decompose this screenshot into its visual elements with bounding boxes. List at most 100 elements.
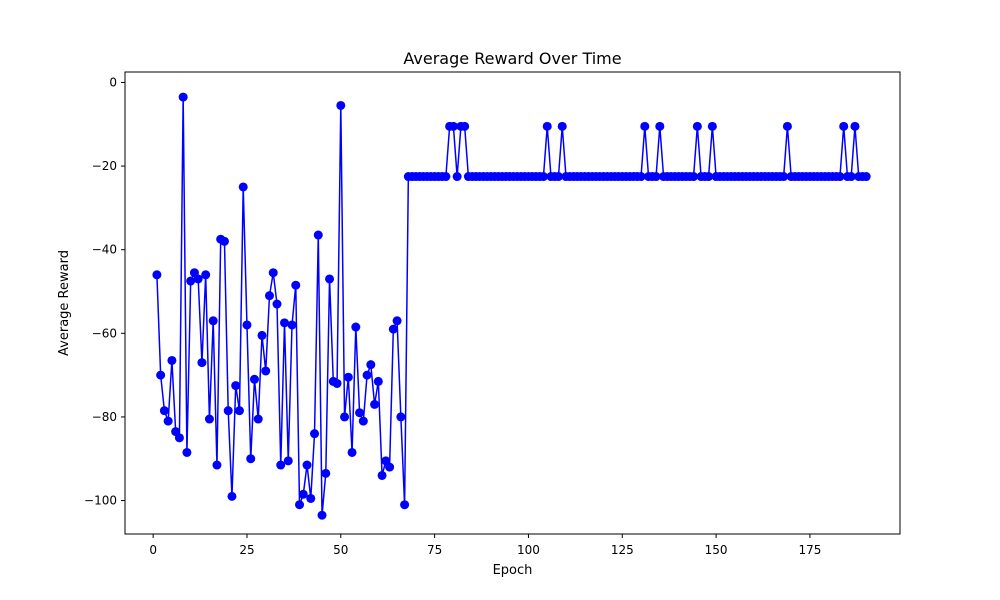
data-point <box>178 92 188 102</box>
data-point <box>219 236 229 246</box>
data-point <box>212 460 222 470</box>
data-point <box>246 454 256 464</box>
data-point <box>156 370 166 380</box>
data-point <box>310 429 320 439</box>
data-point <box>835 172 845 182</box>
y-tick-label: −40 <box>92 243 117 257</box>
data-point <box>208 316 218 326</box>
data-point <box>253 414 263 424</box>
data-point <box>655 121 665 131</box>
data-point <box>782 121 792 131</box>
data-point <box>268 268 278 278</box>
data-point <box>227 491 237 501</box>
data-point <box>392 316 402 326</box>
y-axis-label: Average Reward <box>57 250 72 356</box>
data-point <box>542 121 552 131</box>
x-tick-label: 150 <box>705 543 728 557</box>
data-point <box>313 230 323 240</box>
chart-title: Average Reward Over Time <box>403 49 621 68</box>
data-point <box>174 433 184 443</box>
data-point <box>355 408 365 418</box>
x-tick-label: 0 <box>149 543 157 557</box>
x-tick-label: 25 <box>239 543 254 557</box>
data-point <box>336 100 346 110</box>
data-point <box>373 376 383 386</box>
data-point <box>257 330 267 340</box>
data-point <box>276 460 286 470</box>
data-point <box>204 414 214 424</box>
data-point <box>197 358 207 368</box>
data-point <box>249 374 259 384</box>
y-axis-ticks: 0 −20 −40 −60 −80 −100 <box>84 75 125 508</box>
data-point <box>460 121 470 131</box>
x-tick-label: 175 <box>798 543 821 557</box>
data-point <box>242 320 252 330</box>
x-tick-label: 100 <box>517 543 540 557</box>
data-point <box>358 416 368 426</box>
x-tick-label: 125 <box>611 543 634 557</box>
data-point <box>186 276 196 286</box>
data-point <box>152 270 162 280</box>
data-point <box>704 172 714 182</box>
data-point <box>846 172 856 182</box>
data-point <box>302 460 312 470</box>
y-tick-label: −20 <box>92 159 117 173</box>
data-point <box>553 172 563 182</box>
series-points <box>152 92 871 520</box>
data-point <box>280 318 289 328</box>
x-tick-label: 75 <box>427 543 442 557</box>
data-point <box>839 121 849 131</box>
data-point <box>182 447 192 457</box>
data-point <box>370 399 380 409</box>
data-point <box>400 500 410 510</box>
data-point <box>689 172 699 182</box>
data-point <box>850 121 860 131</box>
data-point <box>636 172 646 182</box>
data-point <box>317 510 327 520</box>
y-tick-label: −100 <box>84 494 117 508</box>
y-tick-label: 0 <box>109 75 117 89</box>
data-point <box>347 447 357 457</box>
data-point <box>321 468 331 478</box>
data-point <box>223 406 233 416</box>
data-point <box>441 172 451 182</box>
data-point <box>234 406 244 416</box>
data-point <box>306 493 316 503</box>
data-point <box>557 121 567 131</box>
data-point <box>779 172 789 182</box>
data-point <box>340 412 350 422</box>
data-point <box>193 274 203 284</box>
data-point <box>287 320 297 330</box>
data-point <box>201 270 211 280</box>
data-point <box>377 470 387 480</box>
data-point <box>264 291 274 301</box>
data-point <box>362 370 372 380</box>
data-point <box>385 462 395 472</box>
data-point <box>707 121 717 131</box>
data-point <box>167 355 177 365</box>
data-point <box>343 372 353 382</box>
data-point <box>332 378 342 388</box>
data-point <box>396 412 406 422</box>
data-point <box>291 280 301 290</box>
data-point <box>325 274 335 284</box>
data-point <box>295 500 305 510</box>
data-point <box>261 366 271 376</box>
data-point <box>861 172 871 182</box>
data-point <box>366 360 376 370</box>
data-point <box>452 172 462 182</box>
data-point <box>692 121 702 131</box>
data-point <box>388 324 398 334</box>
y-tick-label: −80 <box>92 410 117 424</box>
x-axis-ticks: 0 25 50 75 100 125 150 175 <box>149 534 821 557</box>
data-point <box>298 489 308 499</box>
data-point <box>238 182 248 192</box>
x-tick-label: 50 <box>333 543 348 557</box>
data-point <box>283 456 293 466</box>
data-point <box>272 299 282 309</box>
data-point <box>351 322 361 332</box>
data-point <box>163 416 173 426</box>
data-point <box>651 172 661 182</box>
y-tick-label: −60 <box>92 326 117 340</box>
